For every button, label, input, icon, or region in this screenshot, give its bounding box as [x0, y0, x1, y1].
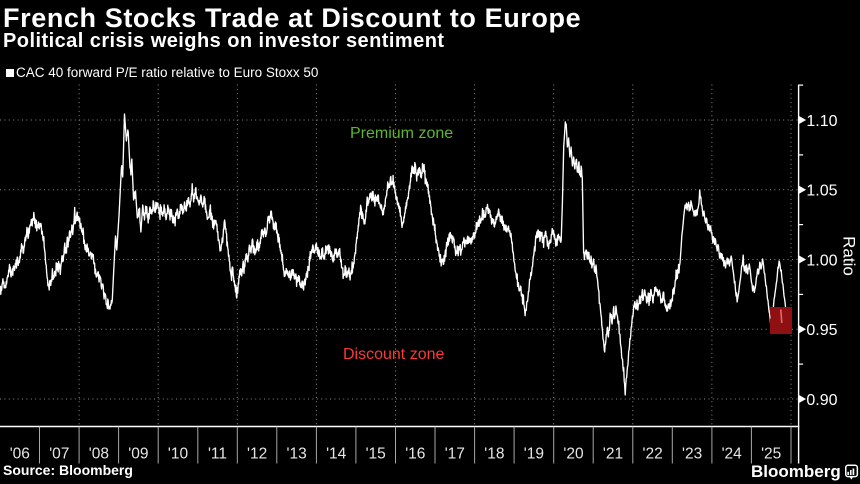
svg-text:1.05: 1.05	[806, 183, 837, 200]
svg-text:0.95: 0.95	[806, 322, 837, 339]
svg-text:'18: '18	[484, 446, 504, 463]
svg-text:Premium zone: Premium zone	[350, 125, 453, 142]
svg-text:'20: '20	[563, 446, 584, 463]
svg-text:'13: '13	[286, 446, 306, 463]
svg-text:1.10: 1.10	[806, 113, 837, 130]
svg-text:'12: '12	[247, 446, 267, 463]
svg-text:'08: '08	[89, 446, 109, 463]
svg-text:'15: '15	[366, 446, 386, 463]
svg-text:'17: '17	[445, 446, 465, 463]
svg-text:'09: '09	[128, 446, 148, 463]
svg-text:1.00: 1.00	[806, 252, 837, 269]
svg-text:Discount zone: Discount zone	[343, 346, 444, 363]
svg-text:'06: '06	[10, 446, 30, 463]
svg-text:'23: '23	[682, 446, 702, 463]
svg-text:0.90: 0.90	[806, 392, 837, 409]
svg-text:'16: '16	[405, 446, 425, 463]
svg-text:'25: '25	[761, 446, 781, 463]
svg-text:'07: '07	[49, 446, 69, 463]
svg-text:'19: '19	[524, 446, 544, 463]
svg-text:'14: '14	[326, 446, 347, 463]
svg-text:Ratio: Ratio	[840, 236, 859, 276]
svg-text:'11: '11	[208, 446, 227, 463]
svg-text:'21: '21	[603, 446, 623, 463]
svg-text:'24: '24	[722, 446, 743, 463]
svg-text:'10: '10	[168, 446, 189, 463]
svg-text:'22: '22	[642, 446, 662, 463]
